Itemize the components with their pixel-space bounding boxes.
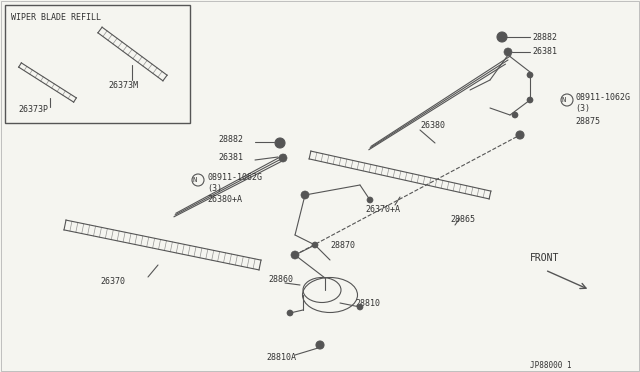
Text: 28882: 28882	[532, 32, 557, 42]
Text: 26370: 26370	[100, 278, 125, 286]
Ellipse shape	[279, 154, 287, 162]
Text: 28875: 28875	[575, 118, 600, 126]
Ellipse shape	[518, 133, 522, 137]
Ellipse shape	[292, 252, 298, 258]
Ellipse shape	[367, 197, 373, 203]
Ellipse shape	[281, 156, 285, 160]
Ellipse shape	[528, 73, 532, 77]
Ellipse shape	[319, 344, 321, 346]
Text: 28860: 28860	[268, 276, 293, 285]
Ellipse shape	[516, 131, 524, 139]
Text: FRONT: FRONT	[530, 253, 559, 263]
Ellipse shape	[293, 253, 297, 257]
Text: 26381: 26381	[218, 154, 243, 163]
Ellipse shape	[316, 341, 324, 349]
Ellipse shape	[497, 32, 507, 42]
Text: 28870: 28870	[330, 241, 355, 250]
Text: (3): (3)	[207, 183, 222, 192]
Text: N: N	[193, 177, 197, 183]
Text: N: N	[562, 97, 566, 103]
Ellipse shape	[527, 72, 533, 78]
Ellipse shape	[313, 243, 317, 247]
Text: 28810: 28810	[355, 298, 380, 308]
Ellipse shape	[499, 34, 505, 40]
Ellipse shape	[527, 97, 533, 103]
Text: JP88000 1: JP88000 1	[530, 360, 572, 369]
Ellipse shape	[513, 113, 517, 117]
Text: 28882: 28882	[218, 135, 243, 144]
Text: 26373P: 26373P	[18, 106, 48, 115]
Bar	[5, 5, 190, 123]
Text: 26380+A: 26380+A	[207, 196, 242, 205]
Ellipse shape	[504, 48, 512, 56]
Text: WIPER BLADE REFILL: WIPER BLADE REFILL	[11, 13, 101, 22]
Ellipse shape	[287, 310, 293, 316]
Ellipse shape	[512, 112, 518, 118]
Ellipse shape	[357, 304, 363, 310]
Ellipse shape	[291, 251, 299, 259]
Ellipse shape	[501, 36, 503, 38]
Ellipse shape	[279, 142, 281, 144]
Ellipse shape	[277, 140, 283, 146]
Ellipse shape	[312, 242, 318, 248]
Text: (3): (3)	[575, 103, 590, 112]
Ellipse shape	[318, 343, 322, 347]
Ellipse shape	[506, 50, 510, 54]
Text: 08911-1062G: 08911-1062G	[207, 173, 262, 183]
Ellipse shape	[275, 138, 285, 148]
Text: 26373M: 26373M	[108, 81, 138, 90]
Ellipse shape	[302, 192, 308, 198]
Text: 08911-1062G: 08911-1062G	[575, 93, 630, 103]
Text: 28865: 28865	[450, 215, 475, 224]
Ellipse shape	[288, 311, 292, 315]
Text: 28810A: 28810A	[266, 353, 296, 362]
Ellipse shape	[528, 98, 532, 102]
Text: 26381: 26381	[532, 48, 557, 57]
Ellipse shape	[301, 191, 309, 199]
Text: 26370+A: 26370+A	[365, 205, 400, 215]
Text: 26380: 26380	[420, 121, 445, 129]
